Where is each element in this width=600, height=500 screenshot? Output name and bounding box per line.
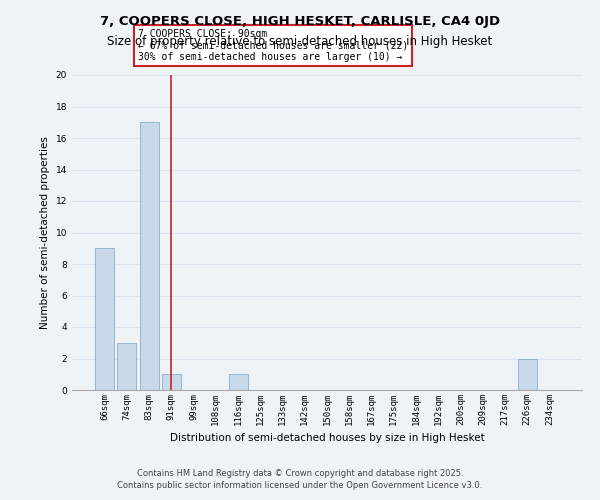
Bar — [140, 122, 158, 390]
Bar — [162, 374, 181, 390]
Y-axis label: Number of semi-detached properties: Number of semi-detached properties — [40, 136, 50, 329]
Bar — [118, 343, 136, 390]
Text: 7, COOPERS CLOSE, HIGH HESKET, CARLISLE, CA4 0JD: 7, COOPERS CLOSE, HIGH HESKET, CARLISLE,… — [100, 15, 500, 28]
Text: 7 COOPERS CLOSE: 90sqm
← 67% of semi-detached houses are smaller (22)
30% of sem: 7 COOPERS CLOSE: 90sqm ← 67% of semi-det… — [138, 29, 408, 62]
Bar — [229, 374, 248, 390]
Text: Contains HM Land Registry data © Crown copyright and database right 2025.
Contai: Contains HM Land Registry data © Crown c… — [118, 468, 482, 490]
Text: Size of property relative to semi-detached houses in High Hesket: Size of property relative to semi-detach… — [107, 35, 493, 48]
X-axis label: Distribution of semi-detached houses by size in High Hesket: Distribution of semi-detached houses by … — [170, 434, 484, 444]
Bar — [518, 358, 536, 390]
Bar — [95, 248, 114, 390]
